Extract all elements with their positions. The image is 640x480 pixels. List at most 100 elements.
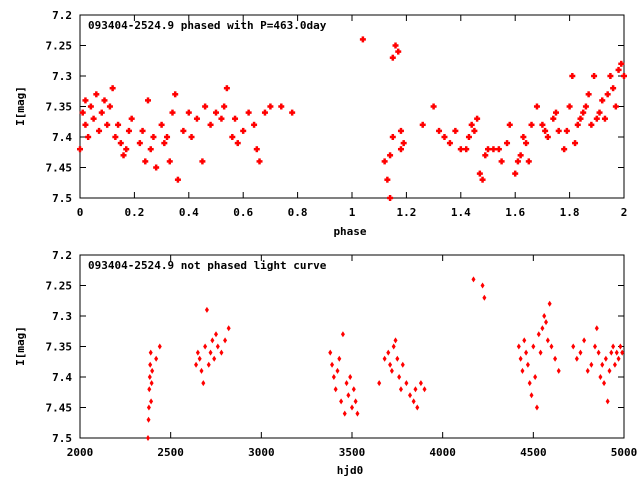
data-point — [616, 355, 621, 362]
data-point — [441, 134, 448, 140]
data-point — [574, 355, 579, 362]
data-point — [106, 103, 113, 110]
data-point — [553, 355, 558, 362]
x-tick-label: 0.6 — [233, 206, 253, 219]
data-point — [234, 140, 241, 147]
data-point — [142, 158, 149, 165]
data-point — [139, 127, 146, 134]
data-point — [495, 146, 502, 153]
data-point — [195, 349, 200, 356]
data-point — [571, 343, 576, 350]
data-point — [146, 416, 151, 423]
x-tick-label: 2500 — [157, 446, 184, 459]
data-point — [506, 121, 513, 128]
data-point — [569, 73, 576, 79]
data-point — [328, 349, 333, 356]
data-point — [215, 343, 220, 350]
data-point — [148, 361, 153, 368]
data-point — [278, 103, 285, 110]
data-point — [471, 276, 476, 283]
data-point — [523, 140, 530, 147]
data-point — [474, 115, 481, 122]
data-point — [395, 355, 400, 362]
data-point — [289, 109, 296, 116]
data-point — [158, 121, 165, 128]
data-point — [563, 127, 570, 134]
data-point — [516, 343, 521, 350]
data-point — [104, 121, 111, 128]
data-point — [540, 325, 545, 332]
data-point — [621, 73, 627, 79]
data-point — [79, 109, 86, 116]
data-point — [544, 319, 549, 326]
data-point — [605, 398, 610, 405]
data-point — [90, 115, 97, 122]
data-point — [542, 313, 547, 319]
data-point — [125, 127, 132, 134]
data-point — [96, 127, 103, 134]
data-point — [580, 109, 587, 116]
data-point — [245, 109, 252, 116]
data-point — [468, 121, 475, 128]
data-point — [585, 367, 590, 374]
data-point — [335, 367, 340, 374]
data-point — [355, 410, 360, 417]
data-point — [528, 121, 535, 128]
data-point — [411, 398, 416, 405]
data-point — [391, 343, 396, 350]
chart-title: 093404-2524.9 not phased light curve — [88, 259, 327, 272]
data-point — [339, 398, 344, 405]
plot-area-frame — [79, 14, 625, 199]
data-point — [436, 127, 443, 134]
data-point — [618, 60, 625, 67]
data-point — [596, 109, 603, 116]
data-point — [117, 140, 124, 147]
x-tick-label: 5000 — [611, 446, 638, 459]
data-point — [146, 435, 150, 441]
y-tick-label: 7.25 — [46, 280, 73, 293]
data-point — [219, 349, 224, 356]
data-point — [482, 294, 487, 301]
x-tick-label: 0.4 — [179, 206, 199, 219]
data-point — [609, 349, 614, 356]
data-point — [476, 170, 483, 177]
data-point — [547, 300, 552, 307]
data-point — [77, 146, 83, 153]
data-point — [485, 146, 491, 153]
data-point — [210, 337, 215, 344]
data-point — [223, 337, 228, 344]
data-point — [337, 355, 342, 362]
data-point — [400, 140, 407, 147]
data-point — [344, 380, 349, 387]
data-point — [253, 146, 260, 153]
data-point — [525, 361, 530, 368]
data-point — [213, 109, 219, 116]
data-point — [555, 127, 562, 134]
data-point — [218, 115, 225, 122]
data-point — [389, 367, 394, 374]
data-point — [604, 91, 611, 98]
axis-ticks: 7.2 7.25 7.3 7.35 7.4 7.45 7.5 0 0.2 0.4 0.6 0.8 1 1.… — [46, 9, 628, 219]
data-point — [223, 85, 230, 92]
data-point — [202, 103, 209, 110]
data-point — [620, 349, 625, 356]
data-point — [601, 115, 608, 122]
data-point — [572, 140, 579, 147]
data-points — [146, 276, 625, 441]
x-tick-label: 1.2 — [396, 206, 416, 219]
y-tick-label: 7.3 — [52, 70, 72, 83]
data-point — [342, 410, 347, 417]
data-point — [350, 404, 354, 411]
data-point — [518, 355, 523, 362]
data-point — [194, 361, 199, 368]
data-point — [446, 140, 453, 147]
data-point — [180, 127, 187, 134]
data-point — [413, 386, 418, 393]
data-point — [480, 282, 485, 289]
data-point — [199, 158, 206, 165]
data-point — [150, 367, 155, 374]
data-point — [415, 404, 420, 411]
data-point — [533, 103, 540, 110]
data-point — [149, 380, 154, 387]
data-point — [267, 103, 274, 110]
